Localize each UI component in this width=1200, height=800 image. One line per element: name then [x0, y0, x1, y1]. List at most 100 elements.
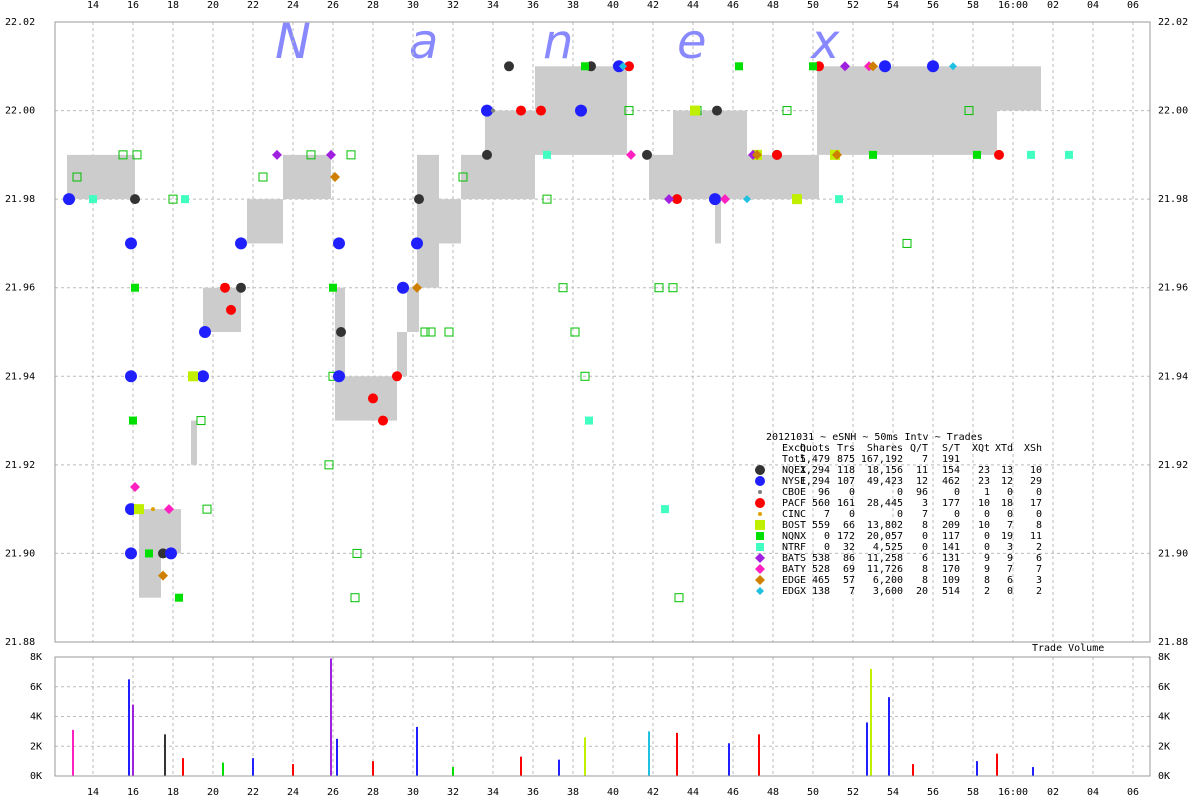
spread-box — [997, 66, 1041, 111]
plot-frame — [54, 21, 1151, 643]
quote-marker — [426, 327, 436, 337]
trade-marker — [973, 150, 981, 159]
spread-box — [439, 199, 461, 244]
legend-name: CBOE — [782, 487, 806, 498]
spread-box — [397, 332, 407, 377]
x-tick-label: 28 — [367, 787, 379, 798]
spread-box — [747, 154, 819, 200]
stats-cell: 17 — [1030, 498, 1042, 509]
x-tick-label: 50 — [807, 787, 819, 798]
x-tick-label: 58 — [967, 0, 979, 11]
stats-cell: 12 — [916, 476, 928, 487]
trade-marker — [368, 393, 378, 404]
stats-cell: 0 — [824, 531, 830, 542]
x-tick-label: 36 — [527, 0, 539, 11]
stats-cell: 170 — [942, 564, 960, 575]
stats-cell: 23 — [978, 465, 990, 476]
stats-cell: 7 — [1036, 564, 1042, 575]
stats-cell: 0 — [1007, 487, 1013, 498]
x-tick-label: 48 — [767, 0, 779, 11]
stats-cell: 0 — [954, 487, 960, 498]
trade-marker — [712, 105, 722, 116]
quote-marker — [118, 150, 128, 160]
legend-name: NQEX — [782, 465, 806, 476]
y-tick-label: 2K — [30, 741, 42, 752]
x-tick-label: 22 — [247, 787, 259, 798]
stats-header: XSh — [1024, 443, 1042, 454]
volume-bar — [584, 737, 586, 776]
stats-cell: 107 — [837, 476, 855, 487]
trade-marker — [543, 150, 551, 159]
trade-marker — [165, 547, 177, 560]
volume-bar — [676, 732, 678, 776]
trade-marker — [868, 61, 878, 72]
legend-name: NTRF — [782, 542, 806, 553]
quote-marker — [782, 106, 792, 116]
x-tick-label: 52 — [847, 0, 859, 11]
volume-bar — [866, 722, 868, 776]
trade-marker — [164, 504, 174, 515]
trade-marker — [333, 370, 345, 383]
y-tick-label: 22.02 — [5, 17, 35, 28]
legend-marker — [758, 490, 762, 494]
stats-cell: 10 — [1030, 465, 1042, 476]
x-tick-label: 46 — [727, 787, 739, 798]
trade-marker — [840, 61, 850, 72]
x-tick-label: 06 — [1127, 787, 1139, 798]
trade-marker — [709, 193, 721, 206]
stats-cell: 0 — [1007, 586, 1013, 597]
legend-marker — [755, 564, 765, 574]
spread-box — [715, 199, 721, 244]
quote-marker — [306, 150, 316, 160]
stats-cell: 0 — [984, 531, 990, 542]
trade-marker — [145, 549, 153, 558]
volume-bar — [452, 767, 454, 776]
trade-marker — [336, 327, 346, 337]
stats-cell: 18 — [1001, 498, 1013, 509]
trade-marker — [414, 194, 424, 205]
trade-marker — [581, 62, 589, 71]
volume-bar — [1032, 767, 1034, 776]
spread-box — [191, 420, 197, 465]
trade-marker — [272, 149, 282, 160]
trade-marker — [125, 370, 137, 383]
stats-cell: 2 — [1036, 542, 1042, 553]
x-tick-label: 44 — [687, 0, 699, 11]
x-tick-label: 16:00 — [998, 0, 1028, 11]
stats-cell: 12 — [1001, 476, 1013, 487]
legend-marker — [756, 543, 764, 551]
y-tick-label: 21.96 — [5, 283, 35, 294]
stats-cell: 1,294 — [800, 465, 830, 476]
trade-marker — [994, 149, 1004, 160]
y-tick-label-right: 21.96 — [1158, 283, 1188, 294]
stats-cell: 560 — [812, 498, 830, 509]
trade-marker — [125, 547, 137, 560]
x-tick-label: 28 — [367, 0, 379, 11]
trade-marker — [226, 304, 236, 315]
quote-marker — [324, 460, 334, 470]
x-tick-label: 06 — [1127, 0, 1139, 11]
x-tick-label: 24 — [287, 0, 299, 11]
trade-marker — [392, 371, 402, 382]
stats-cell: 109 — [942, 575, 960, 586]
volume-bar — [758, 734, 760, 776]
trade-marker — [1065, 150, 1073, 159]
x-tick-label: 58 — [967, 787, 979, 798]
y-tick-label-right: 21.90 — [1158, 548, 1188, 559]
y-tick-label-right: 21.92 — [1158, 460, 1188, 471]
y-tick-label: 21.98 — [5, 194, 35, 205]
volume-bar — [164, 734, 166, 776]
stats-cell: 138 — [812, 586, 830, 597]
y-tick-label-right: 21.88 — [1158, 637, 1188, 648]
stats-header: S/T — [942, 443, 960, 454]
spread-box — [335, 287, 345, 421]
legend-marker — [755, 520, 765, 530]
x-tick-label: 44 — [687, 787, 699, 798]
stats-cell: 8 — [984, 575, 990, 586]
stats-cell: 11,258 — [867, 553, 903, 564]
quote-marker — [352, 548, 362, 558]
trade-marker — [181, 195, 189, 204]
quote-marker — [132, 150, 142, 160]
stats-cell: 9 — [984, 564, 990, 575]
trade-marker — [585, 416, 593, 425]
